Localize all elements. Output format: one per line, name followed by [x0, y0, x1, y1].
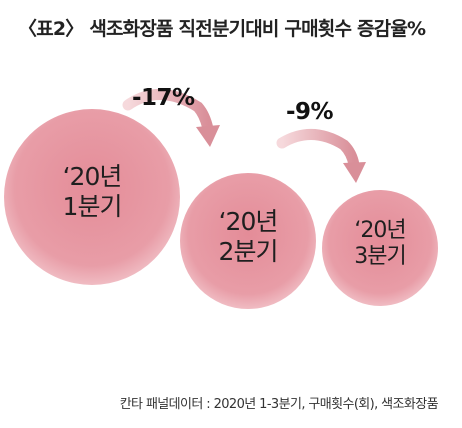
circle-q3-year: ‘20년 — [354, 218, 406, 243]
arrow-q1-q2 — [122, 89, 220, 147]
circle-label-q3: ‘20년 3분기 — [334, 218, 426, 271]
arrow-q2-q3 — [276, 129, 366, 183]
circle-label-q1: ‘20년 1분기 — [46, 162, 138, 222]
circle-q1-quarter: 1분기 — [62, 192, 123, 221]
circle-q3 — [322, 190, 438, 306]
circle-q2-year: ‘20년 — [218, 207, 279, 236]
circle-q3-quarter: 3분기 — [354, 244, 406, 270]
diagram-graphics — [4, 89, 438, 309]
diagram-stage: ‘20년 1분기 ‘20년 2분기 ‘20년 3분기 -17% -9% — [0, 55, 462, 375]
circle-q2-quarter: 2분기 — [218, 237, 279, 266]
source-note: 칸타 패널데이터 : 2020년 1-3분기, 구매횟수(회), 색조화장품 — [119, 397, 439, 412]
circle-label-q2: ‘20년 2분기 — [202, 207, 294, 267]
change-label-q2: -17% — [132, 85, 195, 111]
circle-q1 — [4, 109, 180, 285]
circle-q2 — [180, 173, 316, 309]
circle-q1-year: ‘20년 — [62, 162, 123, 191]
diagram-title: 〈표2〉 색조화장품 직전분기대비 구매횟수 증감율% — [18, 18, 426, 40]
change-label-q3: -9% — [286, 99, 334, 125]
